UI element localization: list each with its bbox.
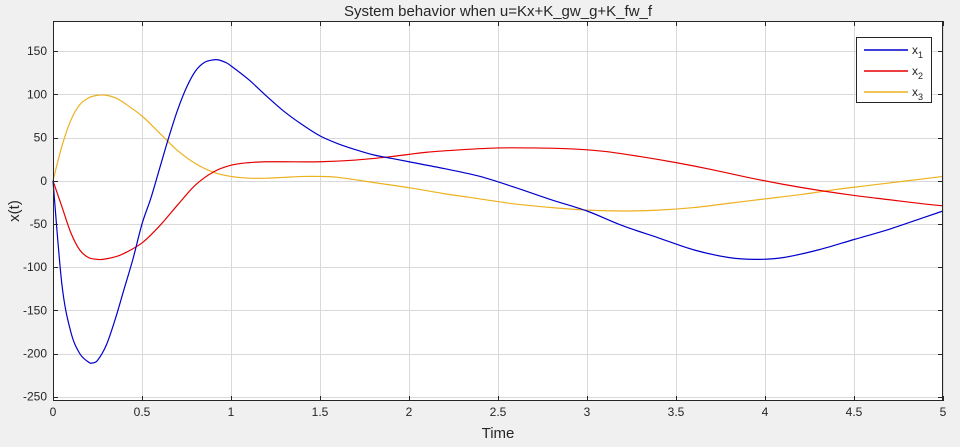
- series-layer: [52, 58, 944, 364]
- legend: x1 x2 x3: [856, 37, 932, 103]
- x-tick-label: 5: [940, 405, 947, 419]
- legend-label-x1: x1: [912, 43, 923, 60]
- x-axis-label: Time: [482, 425, 515, 442]
- x-tick-label: 2: [406, 405, 413, 419]
- ticks: [53, 21, 944, 401]
- series-line-x3: [52, 94, 944, 212]
- series-line-x1: [52, 58, 944, 364]
- y-tick-label: 50: [34, 131, 48, 145]
- legend-label-x2: x2: [912, 64, 923, 81]
- y-axis-label: x(t): [6, 200, 23, 222]
- x-tick-label: 3: [584, 405, 591, 419]
- y-tick-label: -150: [23, 303, 47, 317]
- x-tick-label: 4: [762, 405, 769, 419]
- y-tick-label: -100: [23, 260, 47, 274]
- x-tick-label: 0.5: [134, 405, 151, 419]
- legend-label-x3: x3: [912, 85, 923, 102]
- x-tick-label: 1.5: [312, 405, 329, 419]
- x-tick-label: 2.5: [490, 405, 507, 419]
- x-tick-label: 4.5: [846, 405, 863, 419]
- y-tick-label: -200: [23, 347, 47, 361]
- y-tick-label: -50: [30, 217, 48, 231]
- series-line-x2: [52, 147, 944, 261]
- x-tick-label: 0: [50, 405, 57, 419]
- x-tick-label: 1: [228, 405, 235, 419]
- y-tick-label: 0: [40, 174, 47, 188]
- x-tick-label: 3.5: [668, 405, 685, 419]
- y-tick-label: 100: [27, 87, 47, 101]
- tick-labels: 0 0.5 1 1.5 2 2.5 3 3.5 4 4.5 5 -250 -200 -150 -100 -50…: [23, 44, 947, 419]
- y-tick-label: 150: [27, 44, 47, 58]
- chart-title: System behavior when u=Kx+K_gw_g+K_fw_f: [344, 3, 653, 20]
- y-tick-label: -250: [23, 390, 47, 404]
